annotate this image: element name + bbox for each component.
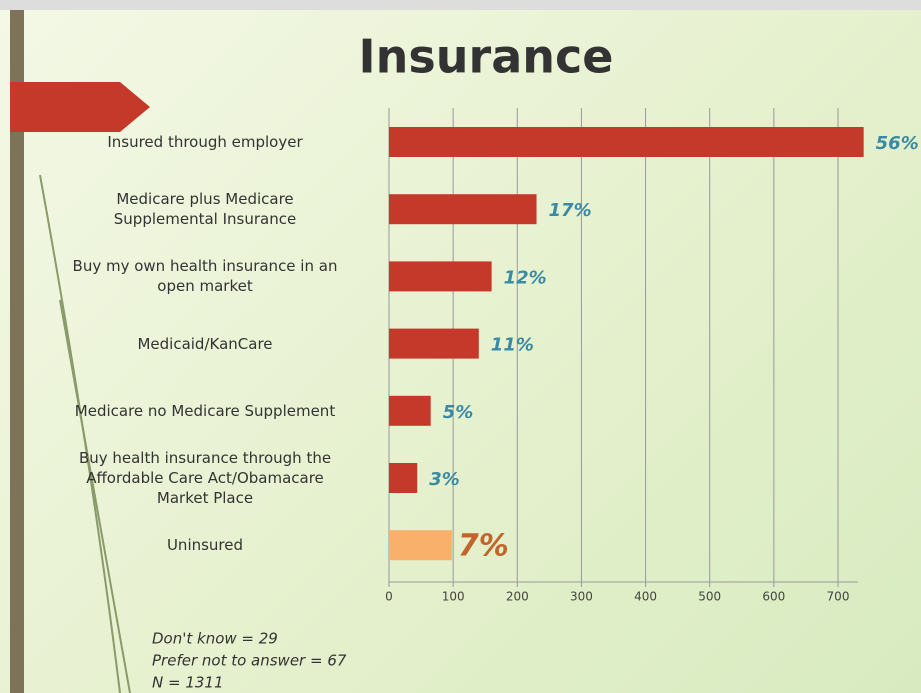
x-tick-label: 0 <box>385 590 393 604</box>
category-label: Medicare plus Medicare Supplemental Insu… <box>113 190 297 229</box>
bar <box>389 261 492 292</box>
note: Prefer not to answer = 67 <box>152 652 347 670</box>
value-label: 7% <box>458 529 509 564</box>
value-label: 5% <box>443 402 474 423</box>
x-tick-label: 100 <box>442 590 465 604</box>
note: N = 1311 <box>152 674 224 692</box>
category-label: Buy health insurance through the Afforda… <box>78 449 332 507</box>
arrow-shape <box>10 82 150 132</box>
bar <box>389 127 864 157</box>
x-tick-label: 400 <box>634 590 657 604</box>
bar <box>389 395 431 426</box>
bar <box>389 530 452 561</box>
left-strip <box>10 10 24 693</box>
category-label: Medicare no Medicare Supplement <box>74 401 336 420</box>
x-tick-label: 300 <box>570 590 593 604</box>
decor-line <box>39 174 121 693</box>
value-label: 3% <box>429 469 460 490</box>
bar <box>389 463 418 493</box>
category-label: Buy my own health insurance in an open m… <box>72 257 338 296</box>
category-label: Insured through employer <box>107 133 303 151</box>
value-label: 11% <box>491 335 534 356</box>
x-tick-label: 500 <box>698 590 721 604</box>
value-label: 12% <box>504 267 547 288</box>
chart-title: Insurance <box>359 30 614 84</box>
value-label: 56% <box>876 133 919 154</box>
x-tick-label: 200 <box>506 590 529 604</box>
x-tick-label: 700 <box>827 590 850 604</box>
category-label: Medicaid/KanCare <box>137 334 273 353</box>
category-label: Uninsured <box>166 536 244 555</box>
value-label: 17% <box>549 200 592 221</box>
bar <box>389 194 537 225</box>
x-tick-label: 600 <box>762 590 785 604</box>
top-border <box>0 0 921 10</box>
bar <box>389 328 479 359</box>
decor-line <box>59 299 131 693</box>
note: Don't know = 29 <box>152 630 278 648</box>
